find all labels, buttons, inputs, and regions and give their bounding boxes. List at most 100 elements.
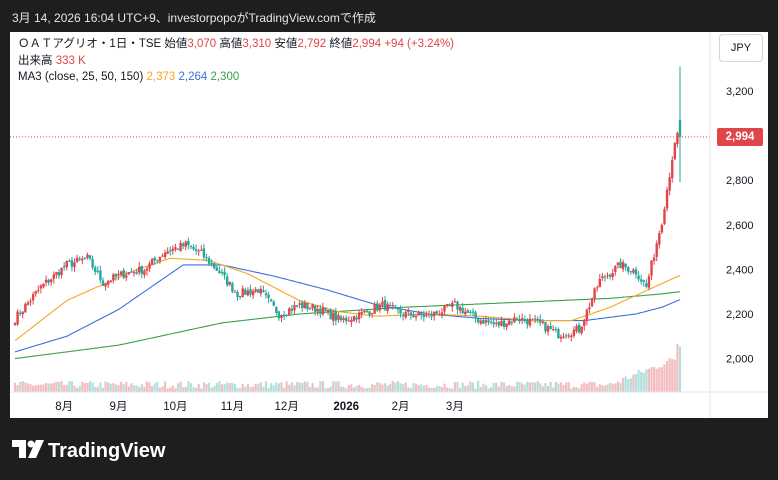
- candle-body: [611, 273, 614, 278]
- volume-bar: [531, 382, 534, 392]
- volume-bar: [420, 384, 423, 392]
- candle-body: [96, 270, 100, 272]
- volume-bar: [402, 383, 405, 392]
- candle-body: [106, 281, 110, 285]
- volume-bar: [373, 384, 376, 392]
- volume-bar: [326, 387, 330, 392]
- volume-bar: [192, 387, 195, 392]
- candle-body: [407, 310, 410, 312]
- candle-body: [231, 283, 234, 292]
- volume-bar: [319, 381, 322, 392]
- volume-bar: [389, 383, 392, 392]
- volume-bar: [34, 385, 37, 392]
- volume-bar: [42, 384, 45, 392]
- volume-bar: [399, 383, 402, 392]
- candle-body: [122, 270, 125, 278]
- volume-bar: [513, 386, 516, 392]
- volume-bar: [324, 388, 327, 392]
- volume-bar: [627, 379, 630, 392]
- candle-body: [280, 315, 283, 318]
- volume-bar: [161, 386, 164, 392]
- candle-body: [21, 311, 24, 315]
- candle-body: [94, 267, 97, 272]
- volume-bar: [132, 385, 136, 392]
- candle-body: [91, 258, 94, 268]
- volume-bar: [637, 370, 640, 392]
- time-tick-label: 9月: [110, 401, 128, 413]
- candle-body: [647, 276, 651, 288]
- ma50-line: [14, 264, 681, 353]
- volume-bar: [466, 385, 469, 392]
- volume-bar: [668, 358, 671, 392]
- candle-body: [567, 335, 570, 337]
- candle-body: [339, 316, 343, 321]
- time-tick-label: 2月: [392, 401, 410, 413]
- volume-bar: [562, 384, 565, 392]
- candle-body: [671, 160, 674, 179]
- candle-body: [202, 248, 206, 258]
- volume-bar: [246, 384, 249, 392]
- candle-body: [577, 324, 581, 333]
- chart-panel[interactable]: 2,0002,2002,4002,6002,8003,0003,2008月9月1…: [10, 32, 768, 418]
- volume-bar: [270, 383, 273, 392]
- currency-button[interactable]: JPY: [719, 34, 763, 62]
- volume-bar: [479, 386, 482, 392]
- candle-body: [50, 279, 53, 282]
- candlesticks: [13, 66, 682, 343]
- volume-bar: [645, 369, 648, 392]
- candle-body: [391, 305, 394, 307]
- volume-bar: [368, 387, 371, 392]
- volume-bar: [585, 383, 588, 392]
- volume-bar: [492, 382, 495, 392]
- candle-body: [16, 311, 19, 325]
- time-tick-label: 3月: [446, 401, 464, 413]
- candle-body: [130, 271, 133, 273]
- volume-bar: [334, 381, 337, 392]
- volume-bar: [505, 386, 508, 392]
- volume-bar: [508, 385, 511, 392]
- candle-body: [295, 305, 299, 307]
- volume-bar: [363, 388, 366, 392]
- candle-body: [554, 328, 557, 330]
- volume-bar: [575, 387, 578, 392]
- candle-body: [194, 248, 198, 251]
- candle-body: [466, 310, 470, 313]
- brand-name: TradingView: [48, 440, 166, 462]
- price-chart[interactable]: 2,0002,2002,4002,6002,8003,0003,2008月9月1…: [10, 32, 768, 418]
- volume-bar: [614, 383, 617, 392]
- candle-body: [523, 319, 526, 321]
- volume-bar: [461, 382, 464, 392]
- volume-bar: [47, 383, 50, 392]
- volume-bar: [184, 386, 187, 392]
- price-tick-label: 2,200: [726, 309, 754, 321]
- volume-bar: [606, 384, 609, 392]
- candle-body: [18, 312, 22, 315]
- volume-bar: [552, 387, 555, 392]
- close-label: 終値: [329, 38, 353, 50]
- candle-body: [471, 311, 475, 313]
- volume-bar: [200, 388, 203, 392]
- candle-body: [412, 314, 415, 318]
- candle-body: [44, 279, 48, 283]
- volume-bar: [510, 386, 513, 392]
- candle-body: [241, 288, 244, 297]
- volume-bar: [440, 387, 444, 392]
- candle-body: [634, 269, 638, 275]
- volume-bar: [671, 358, 674, 392]
- candle-body: [215, 267, 219, 271]
- volume-bar: [583, 382, 586, 392]
- candle-body: [210, 262, 213, 264]
- volume-bar: [210, 387, 213, 392]
- volume-bar: [231, 382, 234, 392]
- ma-label[interactable]: MA3 (close, 25, 50, 150): [18, 71, 144, 83]
- candle-body: [176, 248, 180, 250]
- candle-body: [570, 335, 573, 338]
- candle-body: [306, 302, 309, 310]
- candle-body: [174, 247, 177, 250]
- symbol-label[interactable]: ＯＡＴアグリオ・1日・TSE: [18, 38, 162, 50]
- candle-body: [378, 304, 382, 311]
- candle-body: [75, 257, 79, 263]
- volume-bar: [570, 388, 573, 392]
- candle-body: [469, 311, 472, 313]
- candle-body: [357, 312, 361, 320]
